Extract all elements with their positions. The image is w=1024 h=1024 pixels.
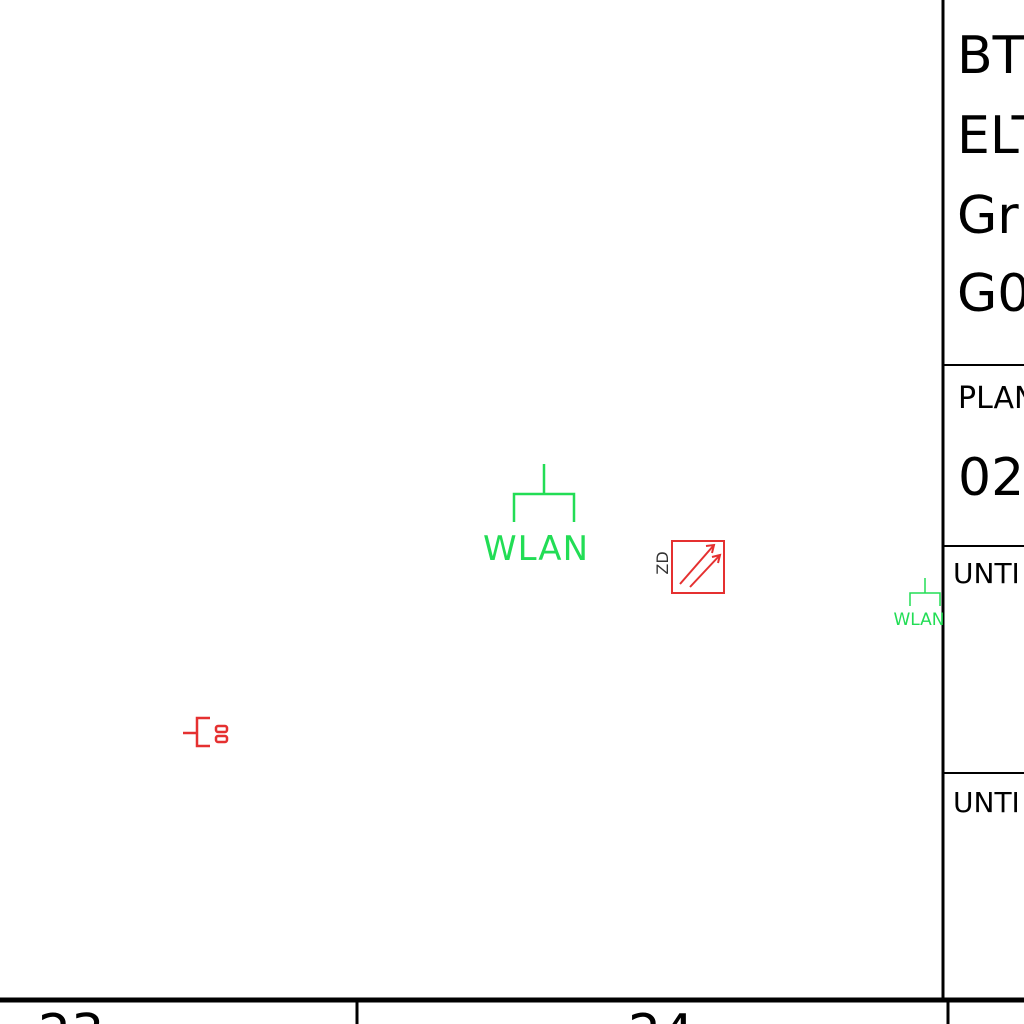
sub-label-2: UNTI [953,786,1020,819]
wlan-small-label: WLAN [893,610,944,630]
plan-number: 02 [958,448,1024,508]
wlan-access-point-icon [512,464,576,522]
title-block-line-4: G0 [957,264,1024,324]
title-block-line-1: BT [957,26,1024,86]
plan-label: PLAN [958,381,1024,416]
title-block-line-3: Gr [957,186,1019,246]
data-outlet-icon [183,716,229,748]
wlan-small-access-point-icon [909,578,941,606]
title-block-line-2: ELT [957,106,1024,166]
sub-label-1: UNTI [953,557,1020,590]
grid-label-right: 24 [628,1008,694,1024]
wlan-large-label: WLAN [483,529,589,569]
zd-label: ZD [653,551,672,574]
motion-detector-icon [671,540,725,594]
grid-label-left: 23 [38,1008,104,1024]
